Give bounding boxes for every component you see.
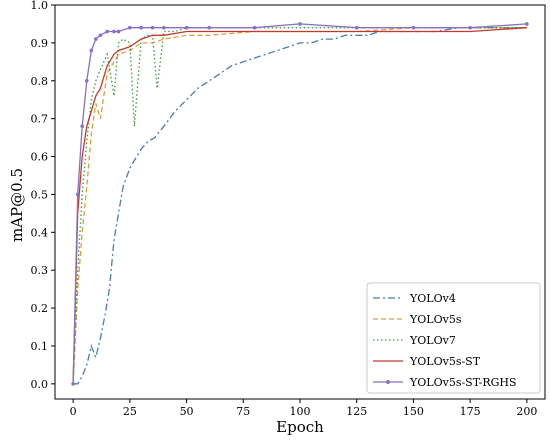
x-tick-label: 50 [180, 405, 194, 418]
y-tick-label: 0.0 [31, 378, 49, 391]
series-point-4 [298, 22, 302, 26]
series-point-4 [411, 25, 416, 30]
ticks-layer: 0 25 50 75 100 125 150 175 200 0.0 0.1 0.2 0.3 0.4 0.5… [31, 0, 538, 418]
series-point-4 [207, 25, 212, 30]
y-axis-label: mAP@0.5 [8, 168, 26, 242]
series-point-4 [162, 25, 166, 30]
x-tick-label: 0 [70, 405, 77, 418]
series-point-4 [98, 33, 103, 38]
legend-items: YOLOv4 YOLOv5s YOLOv7 YOLOv5s-ST YOLOv5s-ST-… [373, 292, 517, 389]
series-point-4 [139, 25, 144, 30]
series-layer [71, 22, 529, 386]
y-tick-label: 0.6 [31, 151, 49, 164]
y-tick-label: 1.0 [31, 0, 49, 12]
series-point-4 [468, 25, 472, 30]
series-point-4 [525, 22, 529, 26]
legend-label: YOLOv7 [409, 334, 456, 347]
x-tick-label: 75 [236, 405, 250, 418]
y-tick-label: 0.2 [31, 302, 49, 315]
series-line-4 [72, 23, 527, 384]
series-point-4 [354, 25, 359, 30]
legend: YOLOv4 YOLOv5s YOLOv7 YOLOv5s-ST YOLOv5s-ST-… [366, 282, 541, 394]
series-point-4 [128, 25, 132, 30]
y-tick-label: 0.9 [31, 37, 49, 50]
legend-frame [366, 282, 541, 394]
legend-label: YOLOv5s-ST [409, 355, 481, 368]
x-axis-label: Epoch [276, 418, 324, 436]
x-tick-label: 100 [290, 405, 311, 418]
x-tick-label: 125 [346, 405, 367, 418]
series-line-3 [72, 27, 527, 384]
x-tick-label: 175 [460, 405, 481, 418]
y-tick-label: 0.5 [31, 188, 49, 201]
y-tick-label: 0.7 [31, 113, 49, 126]
legend-marker [386, 380, 390, 384]
series-point-4 [116, 29, 121, 34]
legend-label: YOLOv5s [409, 313, 462, 326]
series-point-4 [184, 25, 189, 30]
series-point-4 [112, 29, 116, 34]
series-point-4 [150, 25, 155, 30]
x-tick-label: 200 [516, 405, 537, 418]
series-point-4 [105, 29, 109, 34]
legend-label: YOLOv5s-ST-RGHS [409, 376, 517, 389]
x-tick-label: 25 [123, 405, 137, 418]
legend-label: YOLOv4 [409, 292, 456, 305]
series-point-4 [71, 382, 75, 386]
series-point-4 [80, 124, 85, 129]
series-point-4 [89, 48, 94, 53]
y-tick-label: 0.8 [31, 75, 49, 88]
series-point-4 [252, 25, 257, 30]
y-tick-label: 0.1 [31, 340, 49, 353]
y-tick-label: 0.4 [31, 226, 49, 239]
y-tick-label: 0.3 [31, 264, 49, 277]
series-point-4 [84, 78, 89, 83]
series-point-4 [94, 37, 98, 41]
x-tick-label: 150 [403, 405, 424, 418]
series-point-4 [75, 192, 80, 197]
